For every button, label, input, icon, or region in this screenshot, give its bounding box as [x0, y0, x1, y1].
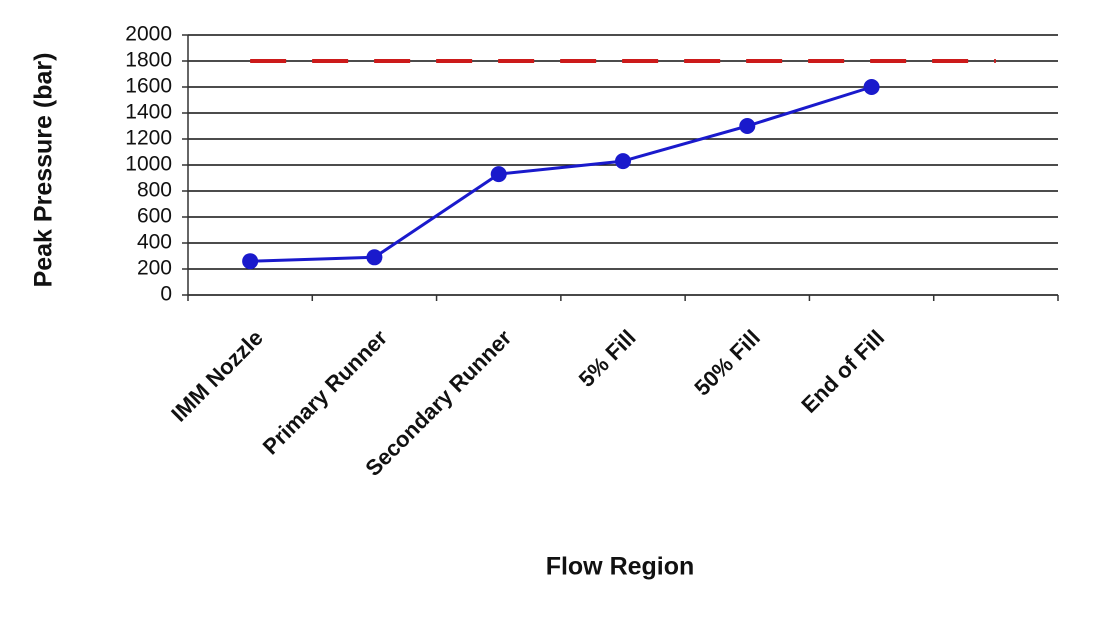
y-tick-label: 1600: [125, 75, 172, 98]
data-point: [615, 153, 631, 170]
x-tick-label: IMM Nozzle: [166, 325, 268, 427]
series-line: [250, 85, 873, 263]
y-tick-label: 2000: [125, 23, 172, 46]
y-tick-label: 800: [137, 179, 172, 202]
y-tick-label: 1000: [125, 153, 172, 176]
x-axis-title: Flow Region: [546, 553, 695, 581]
y-tick-label: 400: [137, 231, 172, 254]
x-tick-label: 50% Fill: [689, 325, 765, 401]
y-tick-label: 600: [137, 205, 172, 228]
y-tick-label: 1400: [125, 101, 172, 124]
data-point: [490, 166, 507, 183]
data-point: [242, 253, 259, 270]
x-tick-label: 5% Fill: [574, 325, 641, 392]
data-point: [739, 118, 756, 134]
data-point: [366, 249, 383, 266]
y-tick-label: 1200: [125, 127, 172, 150]
x-tick-label: Primary Runner: [258, 325, 393, 460]
x-tick-label: End of Fill: [796, 325, 889, 418]
y-tick-label: 0: [160, 283, 172, 306]
y-tick-label: 200: [137, 257, 172, 280]
y-tick-label: 1800: [125, 49, 172, 72]
data-point: [863, 79, 880, 95]
y-axis-title: Peak Pressure (bar): [30, 53, 58, 288]
